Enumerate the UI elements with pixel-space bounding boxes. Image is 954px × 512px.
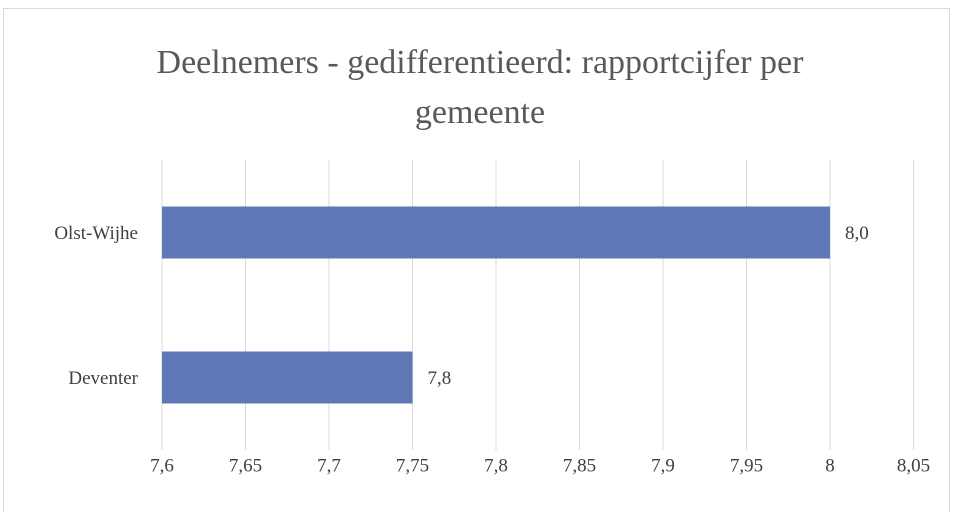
chart-title: Deelnemers - gedifferentieerd: rapportci…	[156, 44, 804, 131]
bar	[162, 206, 830, 259]
category-label: Deventer	[68, 368, 138, 389]
x-tick-label: 8	[825, 455, 835, 476]
bar	[162, 351, 413, 404]
x-tick-label: 7,7	[317, 455, 341, 476]
x-tick-label: 7,75	[396, 455, 429, 476]
x-tick-label: 7,85	[563, 455, 596, 476]
x-tick-label: 7,9	[651, 455, 675, 476]
x-tick-label: 7,8	[484, 455, 508, 476]
category-label: Olst-Wijhe	[54, 223, 138, 244]
chart-border	[3, 8, 950, 512]
value-label: 8,0	[845, 223, 869, 244]
x-tick-label: 8,05	[897, 455, 930, 476]
value-label: 7,8	[428, 368, 452, 389]
x-tick-label: 7,95	[730, 455, 763, 476]
x-tick-label: 7,65	[229, 455, 262, 476]
x-tick-label: 7,6	[150, 455, 174, 476]
